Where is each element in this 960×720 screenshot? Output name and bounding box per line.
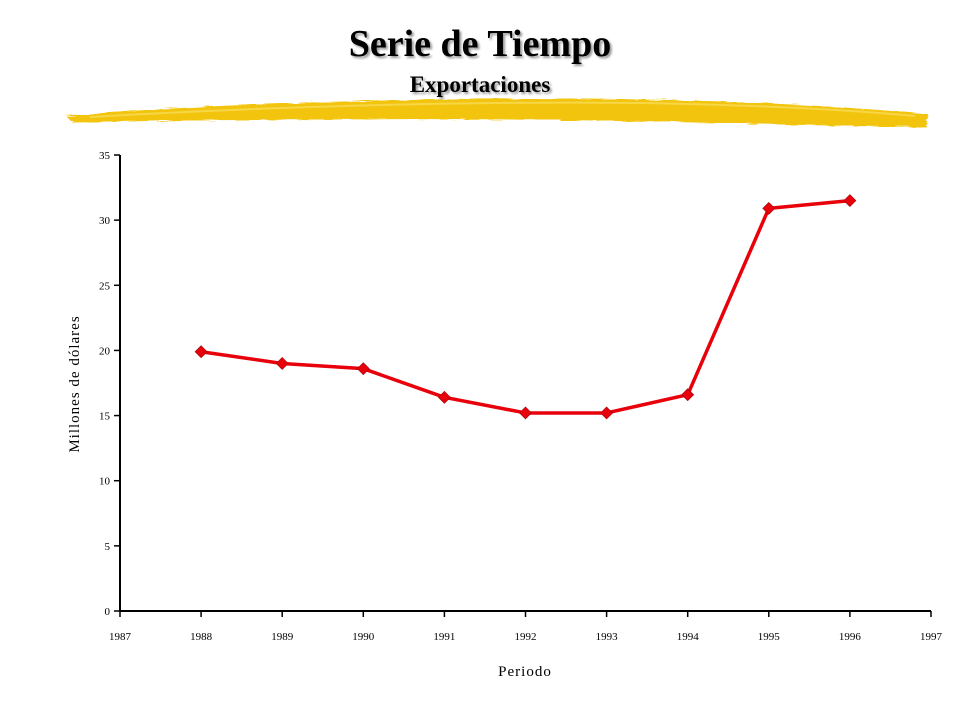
x-tick-label: 1991 bbox=[433, 631, 455, 643]
data-point-marker bbox=[275, 357, 289, 370]
x-tick-label: 1989 bbox=[271, 631, 294, 643]
y-tick-label: 35 bbox=[99, 150, 111, 162]
x-tick-label: 1995 bbox=[758, 631, 781, 643]
x-tick-label: 1987 bbox=[109, 631, 132, 643]
slide-subtitle: Exportaciones bbox=[409, 72, 551, 97]
chart-axes bbox=[119, 155, 931, 612]
y-axis-title: Millones de dólares bbox=[67, 315, 83, 452]
y-tick-label: 20 bbox=[99, 345, 111, 357]
brushstroke-highlight bbox=[89, 101, 916, 118]
chart-series bbox=[194, 194, 857, 420]
data-point-marker bbox=[356, 362, 370, 376]
x-tick-label: 1996 bbox=[839, 631, 862, 643]
y-tick-label: 10 bbox=[99, 476, 111, 488]
slide-title: Serie de Tiempo bbox=[348, 23, 612, 65]
y-tick-label: 0 bbox=[105, 606, 111, 618]
y-tick-label: 15 bbox=[99, 411, 111, 423]
chart-ticks: 0 5 10 15 20 25 30 35 1987 1988 1989 1990 1991 1992 19… bbox=[99, 150, 943, 643]
x-tick-label: 1997 bbox=[920, 631, 943, 643]
data-point-marker bbox=[194, 345, 208, 359]
data-point-marker bbox=[519, 406, 532, 420]
y-tick-label: 25 bbox=[99, 280, 111, 292]
x-tick-label: 1993 bbox=[596, 631, 619, 643]
data-point-marker bbox=[843, 194, 857, 208]
y-tick-label: 30 bbox=[99, 215, 111, 227]
x-axis-title: Periodo bbox=[498, 664, 552, 680]
x-tick-label: 1988 bbox=[190, 631, 213, 643]
data-point-marker bbox=[437, 390, 451, 404]
y-tick-label: 5 bbox=[105, 541, 111, 553]
series-line bbox=[200, 198, 851, 415]
brushstroke bbox=[66, 98, 928, 127]
x-tick-label: 1990 bbox=[352, 631, 375, 643]
data-point-marker bbox=[681, 388, 695, 402]
data-point-marker bbox=[600, 406, 614, 420]
x-tick-label: 1992 bbox=[515, 631, 537, 643]
data-point-marker bbox=[762, 201, 776, 215]
x-tick-label: 1994 bbox=[677, 631, 700, 643]
